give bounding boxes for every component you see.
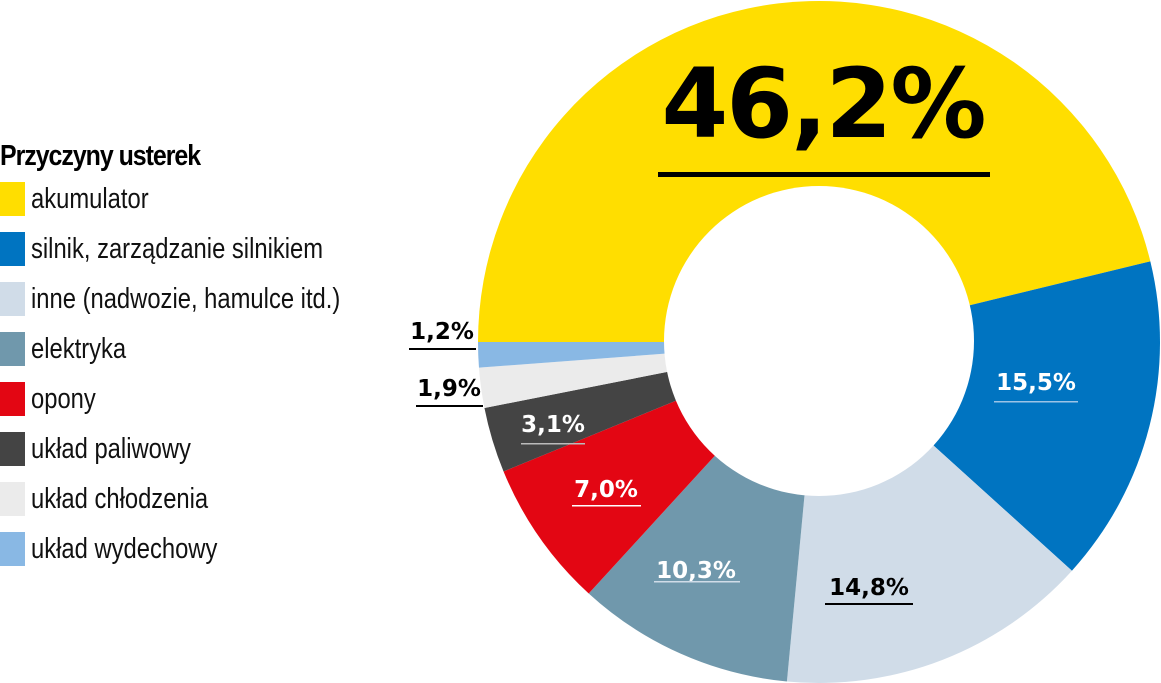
label-underline [521,443,585,445]
label-underline [658,172,990,177]
legend-swatch [0,382,25,416]
label-underline [572,505,641,507]
label-wydechowy: 1,2% [410,319,474,345]
legend-label: układ wydechowy [31,532,218,565]
legend-item-silnik: silnik, zarządzanie silnikiem [0,224,408,274]
label-underline [416,405,483,407]
legend-swatch [0,282,25,316]
segment-akumulator [478,1,1151,343]
legend-swatch [0,432,25,466]
label-akumulator: 46,2% [661,48,984,160]
legend-label: układ paliwowy [31,432,191,465]
legend-swatch [0,482,25,516]
legend-item-inne: inne (nadwozie, hamulce itd.) [0,274,408,324]
legend-label: opony [31,382,96,415]
label-underline [409,348,476,350]
donut-hole [664,186,974,496]
label-underline [994,401,1078,403]
label-inne: 14,8% [829,575,909,601]
legend-label: silnik, zarządzanie silnikiem [31,232,324,265]
legend-item-wydechowy: układ wydechowy [0,524,408,574]
label-chlodzenia: 1,9% [417,376,481,402]
legend-label: akumulator [31,182,149,215]
label-paliwowy: 3,1% [521,412,585,438]
legend-swatch [0,532,25,566]
legend-item-opony: opony [0,374,408,424]
label-opony: 7,0% [574,477,638,503]
legend-label: układ chłodzenia [31,482,209,515]
legend-swatch [0,332,25,366]
legend-swatch [0,182,25,216]
label-underline [825,603,913,605]
label-silnik: 15,5% [996,370,1076,396]
legend-title: Przyczyny usterek [0,140,201,172]
legend-item-akumulator: akumulator [0,174,408,224]
legend-label: elektryka [31,332,127,365]
legend: Przyczyny usterek akumulator silnik, zar… [0,138,408,574]
label-underline [654,581,740,583]
label-elektryka: 10,3% [656,558,736,584]
legend-item-paliwowy: układ paliwowy [0,424,408,474]
legend-swatch [0,232,25,266]
legend-item-chlodzenia: układ chłodzenia [0,474,408,524]
legend-item-elektryka: elektryka [0,324,408,374]
legend-label: inne (nadwozie, hamulce itd.) [31,282,341,315]
